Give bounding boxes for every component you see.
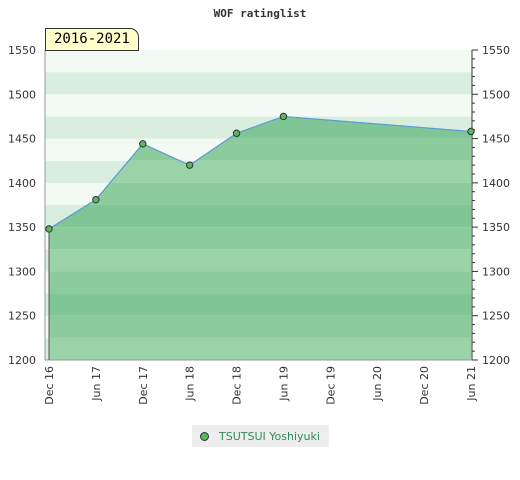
x-tick-label: Dec 16 <box>43 366 56 405</box>
background-band <box>45 72 472 95</box>
y-tick-label-right: 1500 <box>482 88 510 101</box>
y-tick-label-left: 1450 <box>8 133 36 146</box>
y-tick-label-left: 1300 <box>8 265 36 278</box>
data-point <box>92 195 100 204</box>
y-tick-label-left: 1200 <box>8 354 36 367</box>
area-band <box>49 271 471 294</box>
data-point <box>45 225 53 233</box>
legend-marker-icon <box>200 431 209 441</box>
data-point <box>139 140 147 148</box>
period-label: 2016-2021 <box>45 28 139 51</box>
data-point <box>467 127 475 136</box>
data-point <box>232 129 241 137</box>
y-tick-label-right: 1550 <box>482 44 510 57</box>
area-band <box>49 337 471 360</box>
area-band <box>49 160 471 183</box>
x-tick-label: Dec 20 <box>418 366 431 405</box>
legend[interactable]: TSUTSUI Yoshiyuki <box>192 425 329 447</box>
background-band <box>45 50 472 73</box>
y-axis-labels: 1200 1200 1250 1250 1300 1300 1350 1350 1400 1400… <box>8 44 510 367</box>
x-tick-label: Dec 19 <box>324 366 337 405</box>
y-tick-label-left: 1500 <box>8 88 36 101</box>
y-tick-label-left: 1550 <box>8 44 36 57</box>
x-tick-label: Jun 17 <box>90 366 103 402</box>
data-points <box>45 112 475 233</box>
area-band <box>49 315 471 338</box>
y-tick-label-left: 1250 <box>8 310 36 323</box>
x-tick-label: Jun 21 <box>465 366 478 402</box>
x-tick-label: Jun 18 <box>184 366 197 402</box>
axes <box>44 49 478 361</box>
y-tick-label-left: 1350 <box>8 221 36 234</box>
area-band <box>49 205 471 228</box>
y-tick-label-right: 1350 <box>482 221 510 234</box>
area-band <box>49 227 471 250</box>
x-tick-label: Jun 19 <box>277 366 290 402</box>
y-tick-label-right: 1200 <box>482 354 510 367</box>
background-band <box>45 94 472 117</box>
area-band <box>49 293 471 316</box>
x-tick-label: Dec 18 <box>231 366 244 405</box>
x-axis-labels: Dec 16 Jun 17 Dec 17 Jun 18 Dec 18 Jun 19 Dec … <box>43 366 478 405</box>
y-tick-label-right: 1450 <box>482 133 510 146</box>
area-band <box>49 249 471 272</box>
data-point <box>185 161 194 169</box>
x-tick-label: Jun 20 <box>371 366 384 402</box>
x-tick-label: Dec 17 <box>137 366 150 405</box>
y-tick-label-right: 1400 <box>482 177 510 190</box>
y-tick-label-right: 1250 <box>482 310 510 323</box>
y-tick-label-left: 1400 <box>8 177 36 190</box>
chart-title: WOF ratinglist <box>214 7 307 20</box>
y-tick-label-right: 1300 <box>482 265 510 278</box>
data-point <box>279 112 288 121</box>
legend-label: TSUTSUI Yoshiyuki <box>219 429 320 443</box>
area-band <box>49 182 471 205</box>
